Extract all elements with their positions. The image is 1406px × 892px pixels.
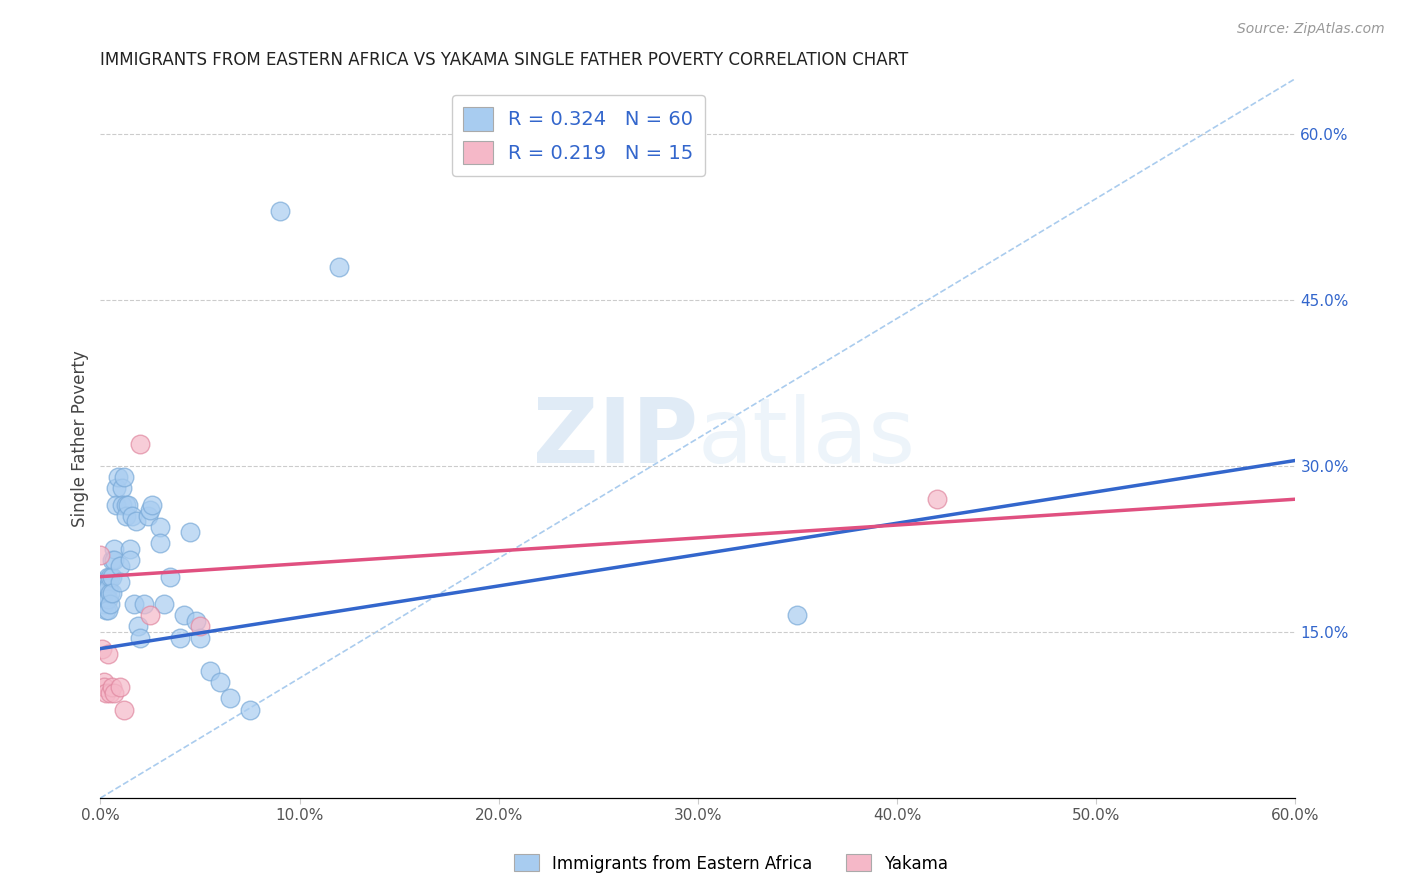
Point [103, 686, 125, 700]
Legend: R = 0.324   N = 60, R = 0.219   N = 15: R = 0.324 N = 60, R = 0.219 N = 15 [451, 95, 704, 176]
Point [91, 581, 114, 595]
Point [105, 498, 128, 512]
Point [110, 558, 132, 573]
Point [93, 674, 115, 689]
Point [110, 575, 132, 590]
Point [208, 674, 231, 689]
Point [111, 498, 134, 512]
Point [97, 581, 120, 595]
Point [139, 608, 162, 623]
Point [173, 608, 195, 623]
Point [96, 603, 118, 617]
Point [129, 631, 152, 645]
Point [91, 641, 114, 656]
Point [122, 598, 145, 612]
Point [112, 702, 135, 716]
Point [101, 586, 124, 600]
Point [96, 581, 118, 595]
Point [169, 631, 191, 645]
Point [925, 492, 948, 507]
Point [218, 691, 240, 706]
Point [98, 598, 121, 612]
Point [149, 520, 172, 534]
Point [103, 553, 125, 567]
Point [105, 481, 128, 495]
Legend: Immigrants from Eastern Africa, Yakama: Immigrants from Eastern Africa, Yakama [508, 847, 955, 880]
Point [93, 586, 115, 600]
Point [101, 553, 124, 567]
Point [269, 204, 291, 219]
Point [112, 470, 135, 484]
Point [96, 575, 118, 590]
Point [127, 619, 149, 633]
Point [96, 686, 118, 700]
Point [125, 514, 148, 528]
Point [97, 570, 120, 584]
Point [96, 590, 118, 604]
Point [89, 548, 111, 562]
Point [93, 575, 115, 590]
Point [239, 702, 262, 716]
Point [97, 647, 120, 661]
Point [93, 598, 115, 612]
Point [115, 508, 138, 523]
Point [110, 681, 132, 695]
Point [120, 553, 142, 567]
Point [97, 603, 120, 617]
Point [198, 664, 221, 678]
Point [141, 498, 163, 512]
Point [179, 525, 201, 540]
Point [93, 681, 115, 695]
Point [89, 575, 111, 590]
Point [98, 586, 121, 600]
Point [149, 536, 172, 550]
Text: Source: ZipAtlas.com: Source: ZipAtlas.com [1237, 22, 1385, 37]
Point [134, 598, 156, 612]
Point [117, 498, 139, 512]
Text: IMMIGRANTS FROM EASTERN AFRICA VS YAKAMA SINGLE FATHER POVERTY CORRELATION CHART: IMMIGRANTS FROM EASTERN AFRICA VS YAKAMA… [100, 51, 908, 69]
Point [101, 681, 124, 695]
Point [328, 260, 350, 274]
Point [91, 586, 114, 600]
Point [188, 619, 211, 633]
Point [107, 470, 129, 484]
Point [101, 570, 124, 584]
Point [120, 541, 142, 556]
Point [103, 541, 125, 556]
Y-axis label: Single Father Poverty: Single Father Poverty [72, 350, 89, 526]
Point [98, 686, 121, 700]
Point [188, 631, 211, 645]
Text: ZIP: ZIP [533, 394, 697, 483]
Point [786, 608, 808, 623]
Point [98, 570, 121, 584]
Point [136, 508, 159, 523]
Point [111, 481, 134, 495]
Point [97, 591, 120, 606]
Point [159, 570, 181, 584]
Text: atlas: atlas [697, 394, 917, 483]
Point [153, 598, 176, 612]
Point [139, 503, 162, 517]
Point [184, 614, 207, 628]
Point [121, 508, 143, 523]
Point [115, 498, 138, 512]
Point [129, 437, 152, 451]
